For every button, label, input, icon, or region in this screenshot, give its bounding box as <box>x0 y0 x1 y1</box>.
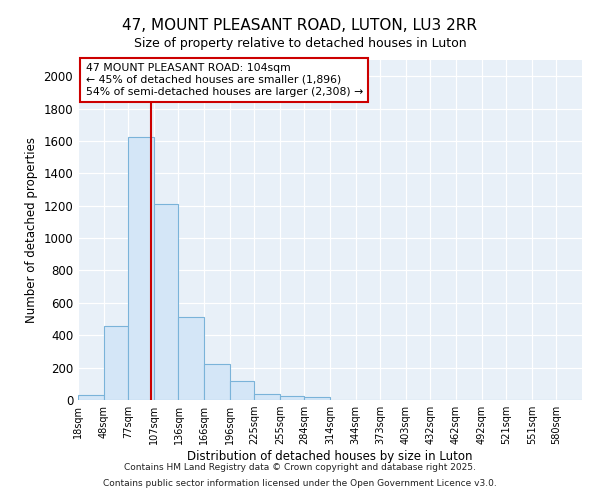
Bar <box>178 318 204 400</box>
Y-axis label: Number of detached properties: Number of detached properties <box>25 137 38 323</box>
Text: 47 MOUNT PLEASANT ROAD: 104sqm
← 45% of detached houses are smaller (1,896)
54% : 47 MOUNT PLEASANT ROAD: 104sqm ← 45% of … <box>86 64 363 96</box>
Text: 47, MOUNT PLEASANT ROAD, LUTON, LU3 2RR: 47, MOUNT PLEASANT ROAD, LUTON, LU3 2RR <box>122 18 478 32</box>
Text: Contains public sector information licensed under the Open Government Licence v3: Contains public sector information licen… <box>103 478 497 488</box>
Text: Size of property relative to detached houses in Luton: Size of property relative to detached ho… <box>134 38 466 51</box>
Bar <box>280 396 304 400</box>
X-axis label: Distribution of detached houses by size in Luton: Distribution of detached houses by size … <box>187 450 473 463</box>
Bar <box>78 395 104 400</box>
Bar <box>230 380 254 400</box>
Bar <box>204 364 230 400</box>
Bar <box>304 397 330 400</box>
Text: Contains HM Land Registry data © Crown copyright and database right 2025.: Contains HM Land Registry data © Crown c… <box>124 464 476 472</box>
Bar <box>104 326 128 400</box>
Bar <box>154 204 178 400</box>
Bar <box>254 394 280 400</box>
Bar <box>128 137 154 400</box>
